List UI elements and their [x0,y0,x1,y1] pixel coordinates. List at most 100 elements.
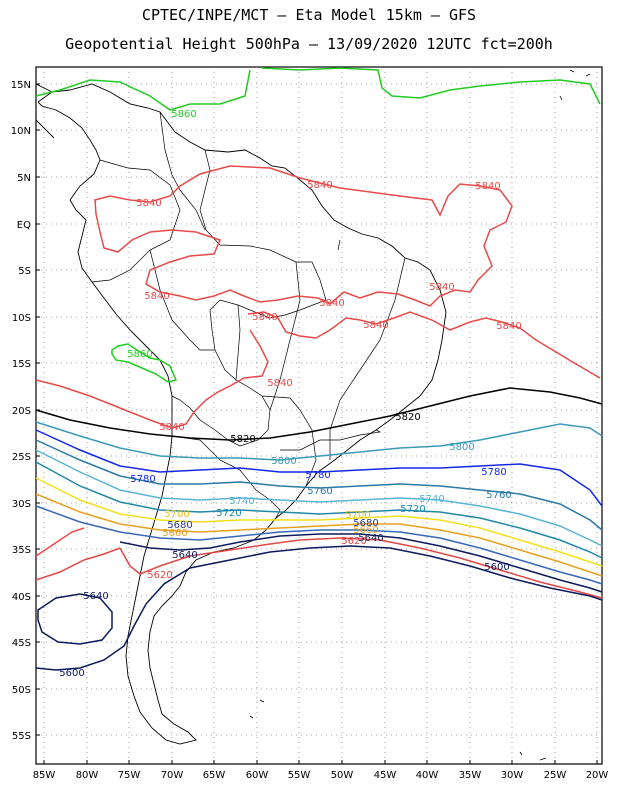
contour-label: 5600 [59,668,84,679]
contour-label: 5840 [496,321,521,332]
contour-5640 [119,533,603,593]
lon-label: 20W [586,770,609,781]
contour-5860-north [35,67,601,111]
lat-label: 10S [12,313,31,324]
contour-5640-left [35,527,85,557]
contour-5700 [35,477,603,567]
axis-ticks [36,83,598,764]
lat-label: 20S [12,406,31,417]
contour-label: 5780 [130,474,155,485]
contour-5840-north [94,165,513,307]
contour-label: 5700 [345,510,370,521]
contour-5720 [35,461,603,559]
lat-label: 15S [12,359,31,370]
contour-label: 5700 [164,509,189,520]
lat-label: 35S [12,545,31,556]
contour-label: 5760 [307,486,332,497]
contour-label: 5640 [358,533,383,544]
lat-lon-grid [36,67,602,764]
contour-label: 5800 [271,456,296,467]
contour-label: 5840 [252,312,277,323]
lon-label: 85W [33,770,56,781]
contour-label: 5800 [449,442,474,453]
contour-5600 [35,545,603,671]
contour-label: 5820 [395,412,420,423]
central-america-coast [35,83,55,139]
country-borders [91,111,406,519]
lon-label: 25W [544,770,567,781]
contour-label: 5640 [172,550,197,561]
contour-5860-andes [111,343,178,383]
contour-5660 [35,505,603,585]
contour-label: 5740 [229,496,254,507]
contour-label: 5840 [475,181,500,192]
contour-label: 5820 [230,434,255,445]
contour-label: 5840 [267,378,292,389]
lat-label: 40S [12,592,31,603]
lon-label: 75W [118,770,141,781]
contour-label: 5840 [429,282,454,293]
contour-5740 [35,449,603,547]
lat-label: EQ [17,220,31,231]
contour-5760 [35,439,603,531]
lat-label: 50S [12,685,31,696]
lat-label: 15N [11,80,31,91]
contour-5800 [35,421,603,461]
latitude-labels: 15N 10N 5N EQ 5S 10S 15S 20S 25S 30S 35S… [11,80,31,742]
lon-label: 70W [161,770,184,781]
lat-label: 45S [12,638,31,649]
contour-label: 5740 [419,494,444,505]
height-contours [35,67,603,671]
contour-label: 5860 [171,109,196,120]
contour-label: 5840 [159,422,184,433]
contour-label: 5620 [147,570,172,581]
lat-label: 10N [11,126,31,137]
contour-label: 5760 [486,490,511,501]
contour-5840-south-tail [35,329,269,429]
contour-5640-low [37,593,113,645]
contour-label: 5620 [341,536,366,547]
contour-label: 5600 [484,562,509,573]
contour-label: 5680 [353,518,378,529]
lat-label: 55S [12,731,31,742]
lon-label: 50W [331,770,354,781]
longitude-labels: 85W 80W 75W 70W 65W 60W 55W 50W 45W 40W … [33,770,609,781]
contour-5680 [35,493,603,577]
map-title-line-2: Geopotential Height 500hPa – 13/09/2020 … [65,35,553,53]
contour-label: 5780 [305,470,330,481]
south-america-coastline [37,83,447,745]
contour-5620 [35,537,603,599]
coastlines-and-borders [35,69,591,761]
contour-5780 [35,429,603,507]
lon-label: 80W [76,770,99,781]
contour-value-labels: 5860 5860 5840 5840 5840 5840 5840 5840 … [59,109,521,679]
lat-label: 5N [17,173,31,184]
lat-label: 25S [12,452,31,463]
contour-label: 5840 [144,291,169,302]
lon-label: 35W [459,770,482,781]
lat-label: 5S [18,266,31,277]
contour-label: 5840 [319,298,344,309]
contour-label: 5840 [363,320,388,331]
lat-label: 30S [12,499,31,510]
lon-label: 40W [416,770,439,781]
map-title-line-1: CPTEC/INPE/MCT – Eta Model 15km – GFS [141,6,477,24]
map-frame [35,66,603,765]
contour-label: 5640 [83,591,108,602]
lon-label: 45W [374,770,397,781]
contour-5820 [35,387,603,441]
lon-label: 55W [288,770,311,781]
lon-label: 65W [203,770,226,781]
contour-label: 5840 [136,198,161,209]
contour-5840-brazil-loop [247,311,601,379]
contour-label: 5660 [162,528,187,539]
lon-label: 60W [246,770,269,781]
contour-label: 5680 [167,520,192,531]
contour-label: 5840 [307,180,332,191]
contour-label: 5720 [216,508,241,519]
contour-label: 5720 [400,504,425,515]
contour-label: 5660 [353,525,378,536]
contour-label: 5860 [127,349,152,360]
contour-label: 5780 [481,467,506,478]
